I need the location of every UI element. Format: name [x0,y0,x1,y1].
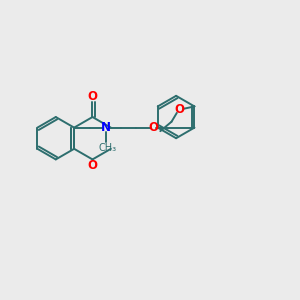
Text: CH₃: CH₃ [98,142,116,153]
Text: O: O [88,90,98,103]
Text: O: O [175,103,185,116]
Text: O: O [88,158,98,172]
Text: O: O [148,121,158,134]
Text: N: N [100,121,111,134]
